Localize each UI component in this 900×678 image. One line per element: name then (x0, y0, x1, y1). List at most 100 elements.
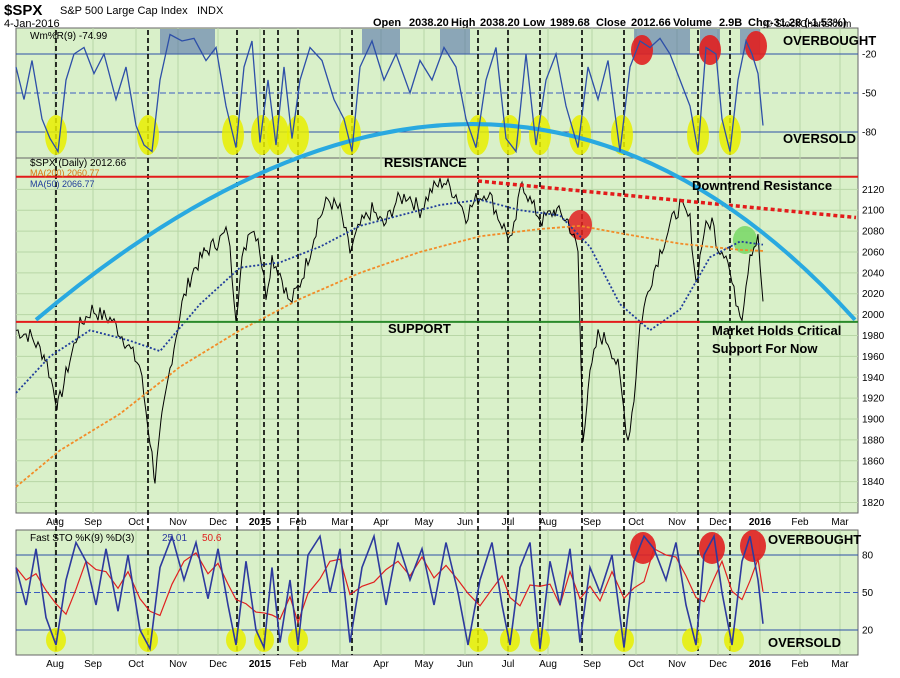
price-x-tick-label: Mar (831, 517, 849, 528)
price-x-tick-label: Jun (457, 517, 473, 528)
chg-label: Chg (748, 17, 769, 29)
price-y-tick-label: 2080 (862, 227, 885, 238)
sto-x-tick-label: Nov (169, 659, 187, 670)
price-x-tick-label: 2016 (749, 517, 772, 528)
price-y-tick-label: 1860 (862, 456, 885, 467)
sto-oversold-highlight (614, 628, 634, 652)
series-layer (15, 33, 858, 652)
high-value: 2038.20 (480, 17, 520, 29)
price-x-tick-label: Dec (209, 517, 227, 528)
price-y-tick-label: 1880 (862, 435, 885, 446)
price-y-tick-label: 1920 (862, 394, 885, 405)
low-value: 1989.68 (550, 17, 590, 29)
willr-y-tick-label: -80 (862, 128, 877, 139)
willr-oversold-label: OVERSOLD (783, 131, 856, 146)
price-x-tick-label: Oct (128, 517, 144, 528)
sto-x-tick-label: 2015 (249, 659, 272, 670)
willr-y-tick-label: -20 (862, 50, 877, 61)
price-x-tick-label: Sep (84, 517, 102, 528)
willr-oversold-highlight (719, 115, 741, 155)
price-x-tick-label: Nov (668, 517, 686, 528)
willr-oversold-highlight (339, 115, 361, 155)
willr-overbought-highlight (631, 35, 653, 65)
legend-ma200: MA(200) 2060.77 (30, 168, 100, 178)
sto-d-line (15, 547, 764, 625)
sto-x-tick-label: Apr (373, 659, 389, 670)
willr-line (15, 33, 764, 154)
sto-x-tick-label: Aug (539, 659, 557, 670)
close-label: Close (596, 17, 626, 29)
sto-x-tick-label: Oct (128, 659, 144, 670)
price-y-tick-label: 1940 (862, 373, 885, 384)
sto-x-tick-label: Mar (831, 659, 849, 670)
price-x-tick-label: Nov (169, 517, 187, 528)
price-x-tick-label: Feb (289, 517, 307, 528)
legend-ma50: MA(50) 2066.77 (30, 179, 95, 189)
sto-x-tick-label: Dec (209, 659, 227, 670)
close-value: 2012.66 (631, 17, 671, 29)
willr-oversold-highlight (287, 115, 309, 155)
resistance-label: RESISTANCE (384, 155, 467, 170)
volume-label: Volume (673, 17, 712, 29)
sto-x-tick-label: Sep (84, 659, 102, 670)
downtrend-label: Downtrend Resistance (692, 178, 832, 193)
price-series-line (15, 177, 764, 484)
willr-overbought-label: OVERBOUGHT (783, 33, 876, 48)
willr-oversold-highlight (687, 115, 709, 155)
watermark: © StockCharts.com (765, 19, 851, 30)
price-y-tick-label: 2020 (862, 289, 885, 300)
willr-overbought-highlight (745, 31, 767, 61)
sto-y-tick-label: 50 (862, 588, 874, 599)
sto-x-tick-label: May (415, 659, 434, 670)
price-y-tick-label: 2120 (862, 185, 885, 196)
price-y-tick-label: 1900 (862, 415, 885, 426)
price-y-tick-label: 1980 (862, 331, 885, 342)
sto-title: Fast STO %K(9) %D(3) 25.01 50.6 (30, 533, 222, 544)
note-line-2: Support For Now (712, 341, 818, 356)
sto-x-tick-label: Jul (502, 659, 515, 670)
sto-x-tick-label: Feb (791, 659, 809, 670)
chart-date: 4-Jan-2016 (4, 18, 60, 30)
willr-oversold-highlight (529, 115, 551, 155)
sto-k-value: 25.01 (162, 533, 187, 544)
volume-value: 2.9B (719, 17, 742, 29)
price-red-highlight (568, 210, 592, 240)
sto-x-tick-label: Aug (46, 659, 64, 670)
arc-trend (34, 122, 857, 322)
tick-labels: Aug Aug Sep Sep Oct Oct Nov Nov Dec Dec 2015 2015 Fe… (46, 50, 885, 671)
price-x-tick-label: Dec (709, 517, 727, 528)
price-y-tick-label: 2100 (862, 206, 885, 217)
price-x-tick-label: Aug (539, 517, 557, 528)
price-x-tick-label: Aug (46, 517, 64, 528)
price-y-tick-label: 2040 (862, 268, 885, 279)
willr-oversold-highlight (267, 115, 289, 155)
open-label: Open (373, 17, 401, 29)
price-y-tick-label: 1840 (862, 477, 885, 488)
ma50-line (15, 198, 764, 394)
price-x-tick-label: Oct (628, 517, 644, 528)
support-label: SUPPORT (388, 321, 451, 336)
ohlc-readout: Open 2038.20 High 2038.20 Low 1989.68 Cl… (373, 17, 847, 29)
price-x-tick-label: Sep (583, 517, 601, 528)
price-y-tick-label: 2060 (862, 247, 885, 258)
note-line-1: Market Holds Critical (712, 323, 841, 338)
downtrend-resistance-line (477, 179, 857, 220)
chg-value: -31.28 (-1.53%) (770, 17, 847, 29)
price-green-highlight (733, 226, 757, 254)
gridlines (16, 28, 858, 655)
price-x-tick-label: May (415, 517, 434, 528)
exchange: INDX (197, 5, 224, 17)
willr-y-tick-label: -50 (862, 89, 877, 100)
price-title: $SPX (Daily) 2012.66 (30, 158, 127, 169)
sto-x-tick-label: Feb (289, 659, 307, 670)
open-value: 2038.20 (409, 17, 449, 29)
price-x-tick-label: Apr (373, 517, 389, 528)
sto-oversold-label: OVERSOLD (768, 635, 841, 650)
sto-x-tick-label: 2016 (749, 659, 772, 670)
price-y-tick-label: 1960 (862, 352, 885, 363)
sto-y-tick-label: 80 (862, 551, 874, 562)
sto-oversold-highlight (724, 628, 744, 652)
sto-overbought-highlight (699, 532, 725, 564)
